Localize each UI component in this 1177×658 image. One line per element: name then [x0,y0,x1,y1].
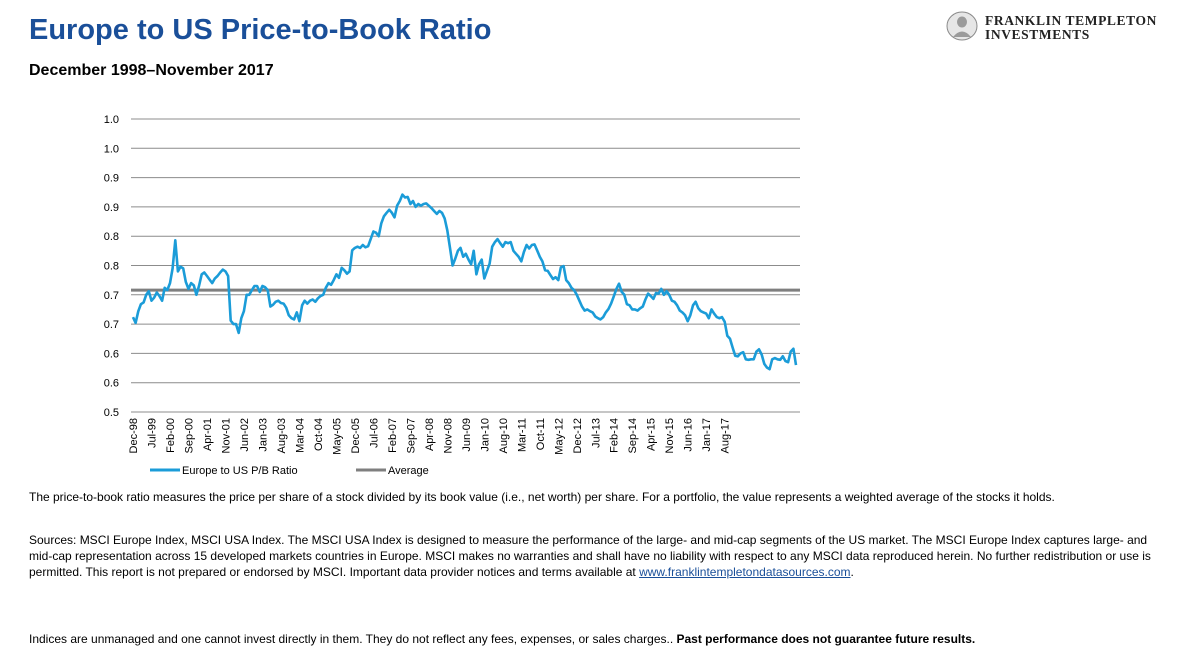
data-sources-link[interactable]: www.franklintempletondatasources.com [639,565,851,579]
x-tick-label: Oct-11 [535,418,547,450]
brand-logo: FRANKLIN TEMPLETON INVESTMENTS [945,11,1160,43]
x-tick-label: Jul-06 [368,418,380,448]
y-tick-label: 0.5 [104,407,119,419]
x-tick-label: Feb-00 [165,418,177,453]
x-tick-label: Oct-04 [313,418,325,451]
x-tick-label: Sep-07 [405,418,417,453]
legend: Europe to US P/B Ratio Average [150,465,429,477]
x-tick-label: Dec-12 [572,418,584,453]
x-tick-label: Nov-01 [221,418,233,453]
x-tick-label: Apr-08 [424,418,436,451]
series-lines [131,193,800,371]
y-tick-label: 0.6 [104,378,119,390]
sources-text: Sources: MSCI Europe Index, MSCI USA Ind… [29,533,1151,579]
y-tick-label: 0.7 [104,290,119,302]
y-tick-label: 0.9 [104,173,119,185]
x-tick-label: Dec-98 [128,418,140,453]
x-tick-label: Jul-99 [147,418,159,448]
performance-warning: Past performance does not guarantee futu… [676,632,976,646]
x-tick-label: Apr-15 [646,418,658,451]
x-tick-label: Feb-07 [387,418,399,453]
page-subtitle: December 1998–November 2017 [29,62,274,79]
x-tick-label: Jun-02 [239,418,251,452]
x-tick-label: Jun-16 [683,418,695,452]
x-tick-label: Aug-17 [720,418,732,453]
x-tick-label: Aug-03 [276,418,288,453]
y-tick-label: 0.6 [104,348,119,360]
x-tick-label: May-05 [331,418,343,455]
legend-item-europe-us-label: Europe to US P/B Ratio [182,465,298,477]
x-tick-label: Mar-04 [294,418,306,453]
y-tick-label: 0.9 [104,202,119,214]
logo-line-1: FRANKLIN TEMPLETON [985,13,1157,28]
sources-end: . [850,565,854,579]
y-tick-label: 1.0 [104,143,119,155]
x-tick-label: May-12 [553,418,565,455]
logo-line-2: INVESTMENTS [985,27,1090,42]
sources-note: Sources: MSCI Europe Index, MSCI USA Ind… [29,532,1154,580]
page-title: Europe to US Price-to-Book Ratio [29,14,492,46]
legend-item-average-label: Average [388,465,429,477]
x-axis-ticks: Dec-98 Jul-99 Feb-00 Sep-00 Apr-01 Nov-01 Jun-… [128,418,732,455]
x-tick-label: Feb-14 [609,418,621,453]
x-tick-label: Jan-03 [257,418,269,452]
seal-icon [946,11,978,41]
x-tick-label: Jan-17 [701,418,713,452]
definition-note: The price-to-book ratio measures the pri… [29,490,1055,504]
x-tick-label: Sep-14 [627,418,639,453]
y-axis-ticks: 0.5 0.6 0.6 0.7 0.7 0.8 0.8 0.9 0.9 1.0 1.0 [104,114,119,419]
x-tick-label: Nov-08 [442,418,454,453]
x-tick-label: Jul-13 [590,418,602,448]
x-tick-label: Nov-15 [664,418,676,453]
x-tick-label: Jan-10 [479,418,491,452]
europe-us-pb-line [131,193,798,371]
x-tick-label: Aug-10 [498,418,510,453]
disclaimer-text: Indices are unmanaged and one cannot inv… [29,632,677,646]
x-tick-label: Sep-00 [184,418,196,453]
x-tick-label: Apr-01 [202,418,214,451]
disclaimer-note: Indices are unmanaged and one cannot inv… [29,631,1154,647]
y-tick-label: 1.0 [104,114,119,126]
x-tick-label: Jun-09 [461,418,473,452]
y-tick-label: 0.8 [104,231,119,243]
x-tick-label: Mar-11 [516,418,528,452]
x-tick-label: Dec-05 [350,418,362,453]
gridlines [131,118,800,413]
price-to-book-chart: 0.5 0.6 0.6 0.7 0.7 0.8 0.8 0.9 0.9 1.0 1.0 Dec-98… [104,114,800,477]
y-tick-label: 0.8 [104,261,119,273]
y-tick-label: 0.7 [104,319,119,331]
